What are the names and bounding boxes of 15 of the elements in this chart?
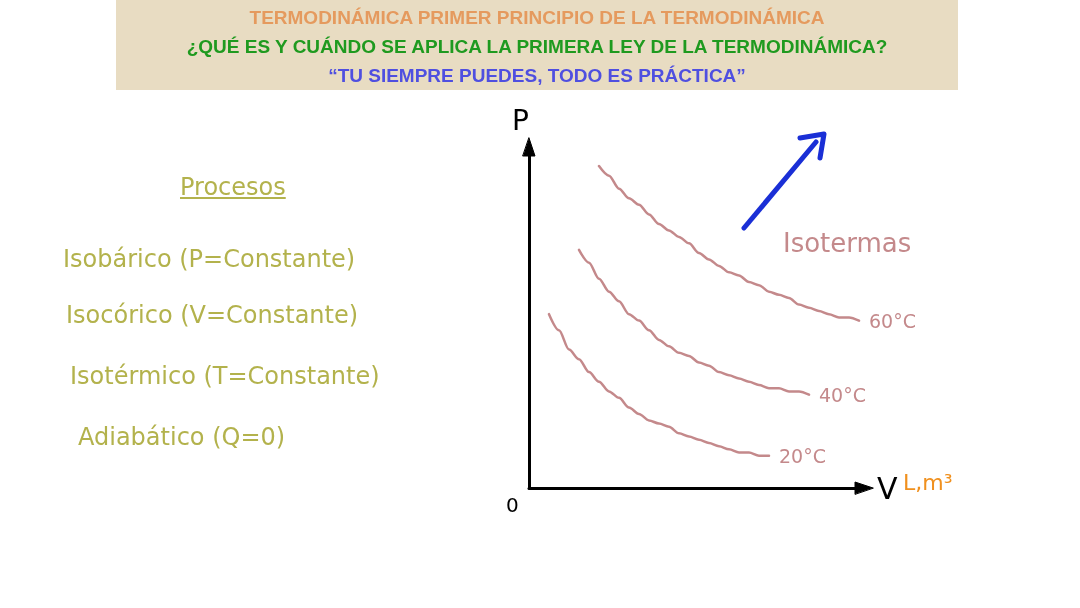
text: Isobárico (P=Constante)	[63, 245, 356, 273]
series-label: 60°C	[869, 309, 916, 332]
x-axis-title: V	[877, 470, 898, 506]
annotation: Isotermas	[783, 228, 912, 258]
text: 0	[506, 493, 519, 517]
chart-subtitle: ¿QUÉ ES Y CUÁNDO SE APLICA LA PRIMERA LEY DE LA TERMODINÁMICA? “TU SIEMPRE PUEDES, TODO ES PRÁCTICA”	[185, 36, 889, 86]
text: Isocórico (V=Constante)	[66, 301, 359, 329]
y-axis-title: P	[512, 103, 529, 137]
text: Isotérmico (T=Constante)	[70, 362, 380, 390]
series-label: 20°C	[779, 444, 826, 467]
text: Adiabático (Q=0)	[78, 423, 286, 451]
text: Procesos	[180, 173, 286, 201]
text: L,m³	[903, 470, 953, 495]
series-label: 40°C	[819, 383, 866, 406]
chart-title: TERMODINÁMICA PRIMER PRINCIPIO DE LA TERMODINÁMICA	[248, 7, 826, 28]
